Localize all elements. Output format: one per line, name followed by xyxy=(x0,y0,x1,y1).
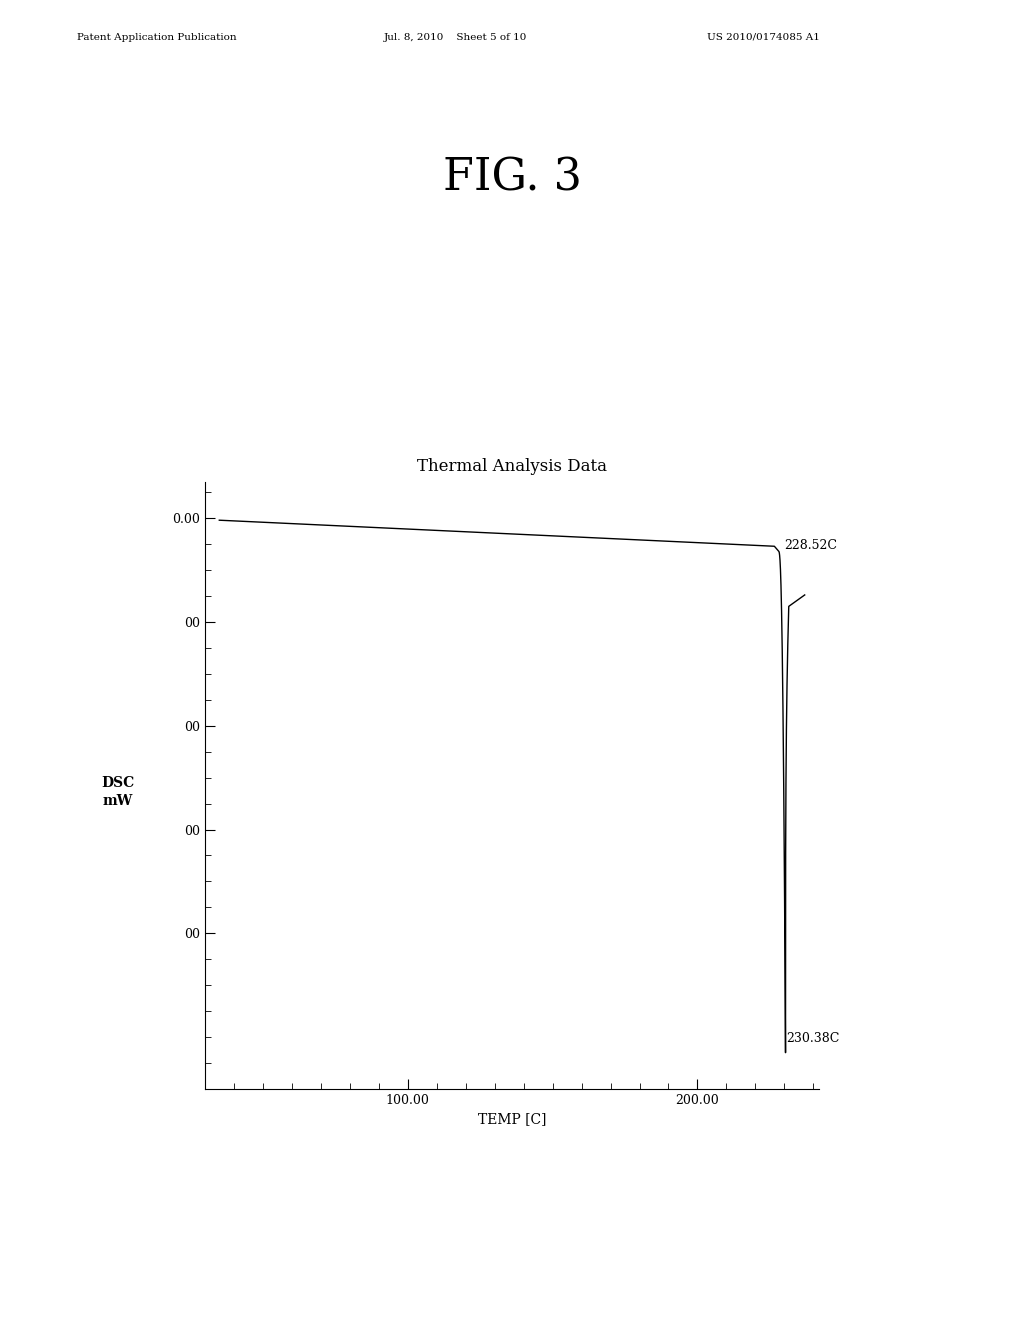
Text: FIG. 3: FIG. 3 xyxy=(442,157,582,199)
Text: 228.52C: 228.52C xyxy=(783,540,837,552)
Text: 230.38C: 230.38C xyxy=(786,1032,840,1045)
Text: Jul. 8, 2010    Sheet 5 of 10: Jul. 8, 2010 Sheet 5 of 10 xyxy=(384,33,527,42)
Text: DSC
mW: DSC mW xyxy=(101,776,134,808)
Text: Patent Application Publication: Patent Application Publication xyxy=(77,33,237,42)
Text: US 2010/0174085 A1: US 2010/0174085 A1 xyxy=(707,33,819,42)
Title: Thermal Analysis Data: Thermal Analysis Data xyxy=(417,458,607,475)
X-axis label: TEMP [C]: TEMP [C] xyxy=(478,1113,546,1126)
